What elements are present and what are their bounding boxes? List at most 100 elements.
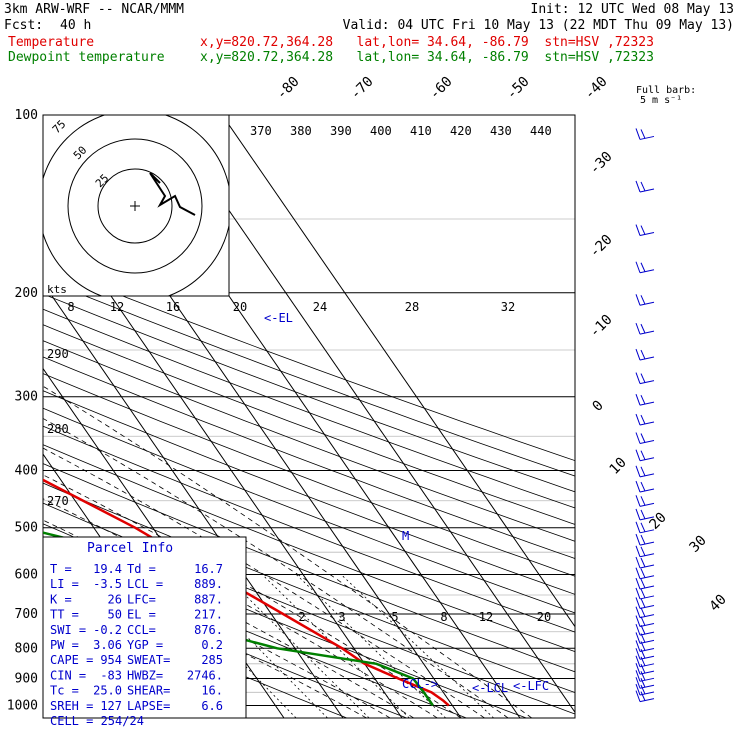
plot-frame: [42, 114, 576, 719]
ccl-marker: CCL->: [402, 677, 438, 691]
wind-barb-flag: [640, 546, 646, 556]
mixing-ratio-label: 2: [298, 610, 305, 624]
isotherm-line: [43, 282, 344, 718]
mixing-ratio-label: 8: [67, 300, 74, 314]
wind-barb-flag: [640, 394, 646, 405]
theta-label: 420: [450, 124, 472, 138]
pressure-tick-label: 200: [15, 286, 38, 301]
wind-barb-flag: [640, 578, 646, 589]
wind-barb-flag: [635, 322, 641, 335]
wind-barb-flag: [640, 433, 646, 443]
wind-barb-flag: [640, 598, 646, 608]
parcel-title: Parcel Info: [87, 541, 173, 556]
theta-label: 380: [290, 124, 312, 138]
wind-barb-flag: [635, 465, 641, 478]
mixing-ratio-label: 8: [440, 610, 447, 624]
wind-barb-flag: [635, 449, 641, 461]
temperature-profile: [43, 478, 450, 707]
parcel-value: -3.5: [93, 577, 122, 591]
dry-adiabat-line: [43, 278, 575, 477]
wind-barb-flag: [635, 224, 641, 236]
wind-barb-flag: [640, 534, 646, 545]
wind-barb-staff: [639, 380, 655, 385]
parcel-label: SREH =: [50, 699, 93, 713]
wind-barb-staff: [639, 473, 655, 478]
m-marker: M: [402, 529, 409, 543]
wind-barb-flag: [640, 656, 646, 667]
wind-barb: [635, 128, 655, 140]
moist-adiabat-line: [43, 555, 367, 718]
wind-barb-staff: [639, 631, 655, 636]
wind-barb-flag: [635, 261, 641, 273]
parcel-label: Tc =: [50, 684, 79, 698]
wind-barb: [635, 432, 655, 444]
isotherm-label: 0: [590, 398, 607, 415]
wind-barb-flag: [635, 128, 641, 140]
wind-barb-flag: [635, 533, 641, 546]
wind-barb-flag: [640, 678, 646, 688]
dry-adiabat-line: [43, 407, 575, 614]
mixing-ratio-line: [261, 574, 410, 718]
mixing-ratio-label: 12: [110, 300, 124, 314]
dry-adiabat-line: [43, 340, 575, 542]
wind-barb-flag: [640, 671, 646, 681]
wind-barb: [635, 567, 655, 580]
parcel-value: 3.06: [93, 638, 122, 652]
parcel-label: T =: [50, 562, 72, 576]
theta-label: 430: [490, 124, 512, 138]
wind-barb-flag: [640, 588, 646, 599]
parcel-label: SWEAT=: [127, 653, 170, 667]
wind-barb-flag: [640, 649, 646, 659]
isotherm-label: 40: [707, 592, 730, 615]
parcel-value: 19.4: [93, 562, 122, 576]
parcel-label: CIN =: [50, 668, 86, 682]
wind-barb-flag: [640, 624, 646, 635]
dry-adiabat-line: [43, 373, 575, 577]
wind-barb: [635, 261, 655, 274]
wind-barb-flag: [640, 641, 646, 651]
isotherm-line: [43, 709, 49, 718]
wind-barb-staff: [639, 502, 655, 507]
parcel-label: LFC=: [127, 592, 156, 606]
mixing-ratio-label: 3: [338, 610, 345, 624]
wind-barb-staff: [639, 623, 655, 628]
wind-barb-flag: [635, 683, 641, 696]
wind-barb-flag: [635, 690, 641, 702]
parcel-label: SWI =: [50, 623, 86, 637]
theta-side-label: 290: [47, 347, 69, 361]
parcel-value: 26: [108, 592, 122, 606]
theta-label: 440: [530, 124, 552, 138]
wind-barb-flag: [635, 587, 641, 600]
wind-barb-staff: [639, 647, 655, 652]
wind-barb-staff: [639, 457, 655, 462]
pressure-tick-label: 1000: [7, 698, 38, 713]
wind-barb: [635, 632, 655, 644]
mixing-ratio-line: [185, 574, 328, 718]
isotherm-label: -50: [504, 74, 533, 103]
wind-barb-staff: [639, 301, 655, 306]
wind-barb-flag: [635, 648, 641, 660]
wind-barb-flag: [635, 662, 641, 675]
wind-barbs: Full barb:5 m s⁻¹: [635, 85, 696, 703]
wind-barb-staff: [639, 585, 655, 590]
isotherm-label: -20: [587, 232, 616, 261]
wind-barb-flag: [640, 323, 646, 334]
parcel-value: -0.2: [93, 623, 122, 637]
wind-barb-flag: [635, 677, 641, 689]
theta-label: 410: [410, 124, 432, 138]
parcel-value: 217.: [194, 608, 223, 622]
parcel-value: 887.: [194, 592, 223, 606]
valid-time: Valid: 04 UTC Fri 10 May 13 (22 MDT Thu …: [342, 18, 734, 33]
profiles: [43, 478, 450, 707]
wind-barb: [635, 372, 655, 385]
wind-barb-flag: [640, 691, 646, 701]
dry-adiabat-line: [43, 324, 575, 525]
wind-barb: [635, 322, 655, 335]
isotherm-label: -10: [587, 312, 616, 341]
wind-barb-flag: [640, 616, 646, 626]
parcel-label: TT =: [50, 608, 79, 622]
wind-barb: [635, 521, 655, 534]
wind-barb-flag: [640, 633, 646, 643]
